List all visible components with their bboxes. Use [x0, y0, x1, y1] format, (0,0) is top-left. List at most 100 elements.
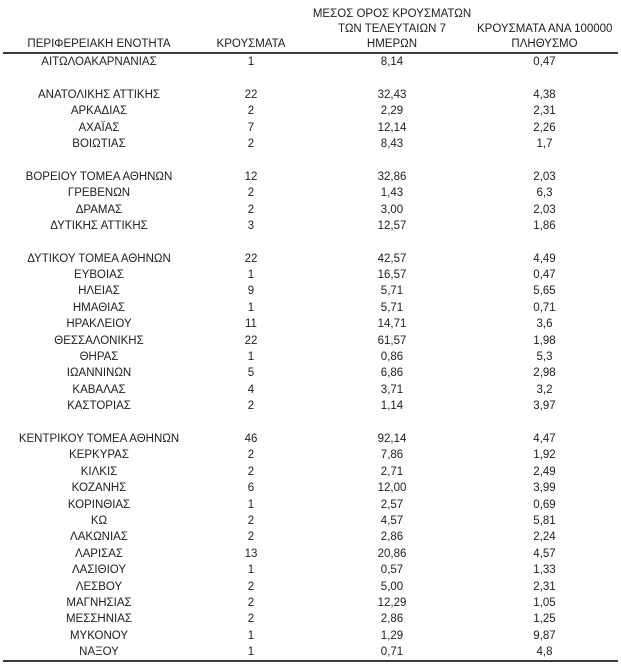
cases-value: 2 — [247, 400, 255, 413]
table-row: ΔΡΑΜΑΣ 2 3,00 2,03 — [3, 202, 618, 218]
per100k-value: 2,03 — [533, 170, 556, 183]
cases-value: 9 — [247, 285, 255, 298]
per100k-value: 3,2 — [536, 383, 553, 396]
region-name: ΜΥΚΟΝΟΥ — [69, 629, 129, 642]
region-name: ΛΑΣΙΘΙΟΥ — [71, 564, 127, 577]
cases-value: 1 — [247, 646, 255, 659]
column-header-per100k: ΚΡΟΥΣΜΑΤΑ ΑΝΑ 100000 ΠΛΗΘΥΣΜΟ — [477, 22, 612, 52]
column-header-avg7-line2: ΤΩΝ ΤΕΛΕΥΤΑΙΩΝ 7 — [338, 23, 446, 35]
per100k-value: 0,69 — [533, 498, 556, 511]
region-name: ΚΕΝΤΡΙΚΟΥ ΤΟΜΕΑ ΑΘΗΝΩΝ — [18, 432, 180, 445]
avg7-value: 5,00 — [380, 580, 404, 593]
region-name: ΛΕΣΒΟΥ — [75, 580, 123, 593]
table-row: ΚΩ 2 4,57 5,81 — [3, 513, 618, 529]
avg7-value: 6,86 — [380, 367, 404, 380]
region-name: ΗΛΕΙΑΣ — [78, 285, 120, 298]
avg7-value: 42,57 — [377, 252, 407, 265]
column-header-cases: ΚΡΟΥΣΜΑΤΑ — [195, 37, 307, 52]
cases-value: 2 — [247, 465, 255, 478]
table-row: ΘΗΡΑΣ 1 0,86 5,3 — [3, 349, 618, 365]
region-name: ΗΡΑΚΛΕΙΟΥ — [66, 318, 132, 331]
region-name: ΚΟΖΑΝΗΣ — [71, 482, 127, 495]
region-name: ΑΡΚΑΔΙΑΣ — [70, 105, 128, 118]
avg7-value: 5,71 — [380, 301, 404, 314]
per100k-value: 5,3 — [536, 351, 553, 364]
avg7-value: 5,71 — [380, 285, 404, 298]
table-row: ΚΟΖΑΝΗΣ 6 12,00 3,99 — [3, 480, 618, 496]
cases-value: 1 — [247, 56, 255, 68]
avg7-value: 20,86 — [377, 547, 407, 560]
region-name: ΜΕΣΣΗΝΙΑΣ — [65, 613, 133, 626]
avg7-value: 2,86 — [380, 613, 404, 626]
region-name: ΚΙΛΚΙΣ — [80, 465, 118, 478]
avg7-value: 0,71 — [380, 646, 404, 659]
per100k-value: 2,03 — [533, 203, 556, 216]
region-name: ΚΑΣΤΟΡΙΑΣ — [67, 400, 131, 413]
cases-value: 12 — [244, 170, 258, 183]
table-row: ΜΑΓΝΗΣΙΑΣ 2 12,29 1,05 — [3, 595, 618, 611]
avg7-value: 32,86 — [377, 170, 407, 183]
per100k-value: 1,92 — [533, 449, 556, 462]
per100k-value: 4,57 — [533, 547, 556, 560]
region-name: ΕΥΒΟΙΑΣ — [74, 269, 124, 282]
region-name: ΚΕΡΚΥΡΑΣ — [69, 449, 129, 462]
avg7-value: 2,71 — [380, 465, 404, 478]
per100k-value: 3,97 — [533, 400, 556, 413]
region-name: ΚΩ — [90, 514, 108, 527]
cases-value: 7 — [247, 121, 255, 134]
table-row: ΚΙΛΚΙΣ 2 2,71 2,49 — [3, 464, 618, 480]
per100k-value: 4,47 — [533, 432, 556, 445]
avg7-value: 0,86 — [380, 351, 404, 364]
cases-value: 2 — [247, 203, 255, 216]
per100k-value: 2,26 — [533, 121, 556, 134]
region-name: ΘΕΣΣΑΛΟΝΙΚΗΣ — [54, 334, 144, 347]
region-name: ΓΡΕΒΕΝΩΝ — [67, 187, 131, 200]
avg7-value: 61,57 — [377, 334, 407, 347]
per100k-value: 2,49 — [533, 465, 556, 478]
cases-value: 1 — [247, 564, 255, 577]
per100k-value: 2,98 — [533, 367, 556, 380]
avg7-value: 12,14 — [377, 121, 407, 134]
table-row: ΝΑΞΟΥ 1 0,71 4,8 — [3, 644, 618, 660]
table-row: ΘΕΣΣΑΛΟΝΙΚΗΣ 22 61,57 1,98 — [3, 333, 618, 349]
per100k-value: 0,71 — [533, 301, 556, 314]
cases-value: 4 — [247, 383, 255, 396]
per100k-value: 4,8 — [536, 646, 553, 659]
column-header-avg7: ΜΕΣΟΣ ΟΡΟΣ ΚΡΟΥΣΜΑΤΩΝ ΤΩΝ ΤΕΛΕΥΤΑΙΩΝ 7 Η… — [307, 7, 477, 52]
group-spacer — [3, 415, 618, 431]
cases-value: 2 — [247, 613, 255, 626]
avg7-value: 32,43 — [377, 88, 407, 101]
region-name: ΔΥΤΙΚΟΥ ΤΟΜΕΑ ΑΘΗΝΩΝ — [27, 252, 171, 265]
region-name: ΑΙΤΩΛΟΑΚΑΡΝΑΝΙΑΣ — [41, 56, 157, 68]
per100k-value: 1,33 — [533, 564, 556, 577]
column-header-cases-label: ΚΡΟΥΣΜΑΤΑ — [216, 38, 286, 50]
per100k-value: 4,38 — [533, 88, 556, 101]
per100k-value: 0,47 — [533, 56, 556, 68]
table-row: ΒΟΡΕΙΟΥ ΤΟΜΕΑ ΑΘΗΝΩΝ 12 32,86 2,03 — [3, 169, 618, 185]
table-row: ΔΥΤΙΚΗΣ ΑΤΤΙΚΗΣ 3 12,57 1,86 — [3, 218, 618, 234]
cases-value: 3 — [247, 219, 255, 232]
cases-value: 22 — [244, 334, 258, 347]
avg7-value: 3,00 — [380, 203, 404, 216]
table-row: ΓΡΕΒΕΝΩΝ 2 1,43 6,3 — [3, 185, 618, 201]
table-row: ΚΕΝΤΡΙΚΟΥ ΤΟΜΕΑ ΑΘΗΝΩΝ 46 92,14 4,47 — [3, 431, 618, 447]
avg7-value: 12,29 — [377, 596, 407, 609]
per100k-value: 2,31 — [533, 580, 556, 593]
table-row: ΙΩΑΝΝΙΝΩΝ 5 6,86 2,98 — [3, 365, 618, 381]
column-header-avg7-line1: ΜΕΣΟΣ ΟΡΟΣ ΚΡΟΥΣΜΑΤΩΝ — [312, 8, 472, 20]
avg7-value: 4,57 — [380, 514, 404, 527]
avg7-value: 2,86 — [380, 531, 404, 544]
avg7-value: 8,14 — [380, 56, 404, 68]
cases-value: 2 — [247, 137, 255, 150]
table-row: ΑΝΑΤΟΛΙΚΗΣ ΑΤΤΙΚΗΣ 22 32,43 4,38 — [3, 87, 618, 103]
table-row: ΜΥΚΟΝΟΥ 1 1,29 9,87 — [3, 628, 618, 644]
per100k-value: 4,49 — [533, 252, 556, 265]
table-row: ΑΙΤΩΛΟΑΚΑΡΝΑΝΙΑΣ 1 8,14 0,47 — [3, 54, 618, 70]
cases-value: 2 — [247, 187, 255, 200]
table-row: ΗΡΑΚΛΕΙΟΥ 11 14,71 3,6 — [3, 316, 618, 332]
table-header-row: ΠΕΡΙΦΕΡΕΙΑΚΗ ΕΝΟΤΗΤΑ ΚΡΟΥΣΜΑΤΑ ΜΕΣΟΣ ΟΡΟ… — [3, 0, 618, 54]
per100k-value: 9,87 — [533, 629, 556, 642]
region-name: ΒΟΡΕΙΟΥ ΤΟΜΕΑ ΑΘΗΝΩΝ — [25, 170, 173, 183]
cases-value: 1 — [247, 301, 255, 314]
region-name: ΛΑΡΙΣΑΣ — [74, 547, 124, 560]
